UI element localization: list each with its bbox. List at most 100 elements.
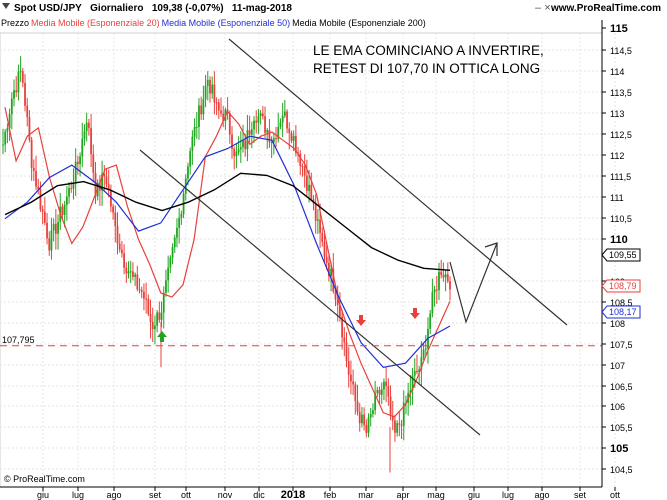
candle — [220, 97, 222, 117]
candle — [367, 413, 370, 438]
candle — [198, 98, 200, 140]
y-tick-label: 111 — [610, 193, 624, 203]
candle — [380, 382, 383, 405]
candle — [10, 92, 13, 130]
candle — [231, 126, 233, 159]
candle — [156, 310, 159, 333]
candle — [211, 76, 214, 99]
candle — [301, 163, 304, 177]
y-tick-label: 105 — [610, 443, 628, 455]
candle — [394, 414, 396, 442]
candle — [143, 283, 145, 311]
annotation-line-1: LE EMA COMINCIANO A INVERTIRE, — [313, 43, 544, 58]
y-tick-label: 110 — [610, 234, 628, 246]
x-tick-label: dic — [253, 490, 265, 500]
sell-arrow-icon — [410, 308, 420, 319]
signal-arrows — [157, 308, 420, 342]
candle — [442, 262, 445, 282]
candle — [277, 112, 280, 143]
candle — [239, 131, 242, 164]
x-tick-label: ago — [534, 490, 549, 500]
candle — [420, 341, 423, 386]
candle — [26, 97, 29, 127]
candle — [85, 112, 88, 142]
candle — [255, 110, 258, 134]
candle — [200, 96, 203, 120]
candle — [387, 378, 390, 406]
channel-lower-line[interactable] — [139, 149, 481, 436]
candle — [79, 152, 81, 177]
x-tick-label: ago — [106, 490, 121, 500]
dropdown-arrow-icon[interactable] — [2, 3, 10, 9]
candle — [275, 126, 277, 147]
candle — [435, 275, 438, 304]
candle — [127, 261, 130, 279]
svg-text:108,17: 108,17 — [609, 307, 637, 317]
candle — [411, 367, 414, 405]
candle — [195, 112, 198, 139]
candle — [266, 127, 269, 149]
minimize-icon[interactable]: – — [535, 2, 542, 14]
candle — [343, 327, 346, 357]
candle — [109, 184, 112, 213]
channel-upper-line[interactable] — [228, 38, 568, 326]
candle — [327, 255, 330, 282]
symbol-title: Spot USD/JPY — [14, 3, 82, 14]
candle — [259, 110, 262, 125]
candle — [250, 121, 253, 149]
candle — [283, 99, 286, 118]
website-label: www.ProRealTime.com — [550, 3, 661, 14]
candle — [217, 98, 220, 120]
x-tick-label: 2018 — [281, 489, 305, 500]
x-axis: giu lug ago set ott nov dic 2018 feb mar apr mag giu… — [0, 486, 621, 500]
x-tick-label: ott — [610, 490, 621, 500]
candle — [134, 272, 137, 286]
candle — [396, 420, 399, 437]
candle — [339, 292, 341, 322]
ema-line-200 — [4, 172, 451, 271]
candle — [123, 244, 126, 275]
candle — [8, 108, 11, 141]
candle — [248, 115, 251, 143]
close-icon[interactable]: × — [544, 2, 551, 14]
candlestick-series — [2, 56, 451, 473]
price-tag: 109,55 — [601, 248, 641, 262]
legend-price: Prezzo — [1, 18, 30, 28]
y-tick-label: 112,5 — [610, 130, 632, 140]
y-axis: 115 114,5 114 113,5 113 112,5 112 111,5 111 110,5… — [601, 20, 633, 487]
candle — [48, 231, 51, 256]
sell-arrow-icon — [356, 315, 366, 326]
candle — [178, 208, 181, 244]
y-tick-label: 115 — [610, 23, 628, 35]
ema-line-20 — [4, 107, 451, 418]
x-tick-label: mar — [358, 490, 374, 500]
quote-date: 11-mag-2018 — [231, 3, 292, 14]
legend-ema-200: Media Mobile (Esponenziale 200) — [292, 18, 426, 28]
candle — [160, 301, 163, 328]
candle — [305, 159, 308, 198]
x-tick-label: apr — [396, 490, 409, 500]
candle — [90, 113, 92, 168]
y-tick-label: 111,5 — [610, 172, 631, 182]
candle — [101, 160, 103, 206]
projection-path[interactable] — [449, 242, 498, 324]
candle — [383, 378, 385, 401]
candle — [92, 144, 95, 183]
candle — [303, 154, 306, 188]
candle — [409, 375, 412, 406]
candle — [145, 282, 148, 314]
y-tick-label: 106,5 — [610, 382, 633, 392]
candle — [2, 128, 4, 155]
y-tick-label: 114 — [610, 67, 624, 77]
x-tick-label: lug — [502, 490, 514, 500]
chart-title: Spot USD/JPY Giornaliero 109,38 (-0,07%)… — [14, 3, 292, 14]
candle — [398, 412, 401, 437]
header-tools: – × — [535, 2, 551, 14]
x-tick-label: mag — [427, 490, 445, 500]
candle — [235, 143, 238, 169]
candle — [189, 147, 192, 175]
timeframe: Giornaliero — [90, 3, 144, 14]
candle — [15, 76, 18, 98]
projection-arrow-head — [484, 242, 498, 256]
candle — [361, 407, 363, 428]
